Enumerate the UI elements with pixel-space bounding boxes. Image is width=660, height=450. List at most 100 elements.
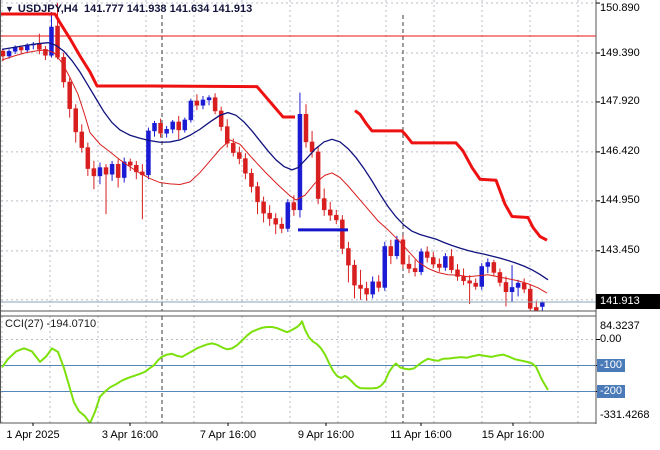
candle-bear [1,50,6,57]
candle-bear [491,262,497,273]
candle-bull [97,167,103,177]
candle-bear [473,282,478,287]
candle-bear [315,151,321,199]
candle-bear [352,264,357,286]
candle-bear [158,123,163,134]
ohlc-values: 141.777 141.938 141.634 141.913 [83,3,253,15]
candle-bull [485,262,491,267]
candle-bear [267,212,272,219]
candle-bear [291,202,297,211]
candle-bear [218,110,224,127]
candle-bear [412,268,418,273]
symbol-period-label: USDJPY,H4 [17,3,78,15]
candle-bear [467,280,472,284]
cci-line [1,320,549,423]
hilo-line [354,109,548,242]
candle-bull [188,100,194,121]
candle-bear [255,186,260,203]
candle-bear [534,307,539,311]
candle-bear [376,281,381,288]
candle-bear [243,158,248,174]
cci-axis-label: 0.00 [600,333,622,345]
candle-bear [321,198,327,211]
candle-bear [273,218,278,225]
candle-bear [406,263,412,269]
candle-bear [176,121,181,131]
candle-bear [455,269,460,277]
dropdown-arrow-icon: ▼ [5,4,14,14]
candle-bull [164,129,169,134]
cci-indicator-label: CCI(27) -194.0710 [5,318,97,330]
cci-panel [1,316,596,423]
candle-bear [364,288,369,295]
candle-bear [231,142,236,153]
price-axis-label: 146.420 [600,145,640,158]
candle-bear [400,239,406,265]
candle-bull [443,256,448,268]
candle-bull [479,266,484,287]
candle-bull [121,161,127,178]
candle-bull [152,123,157,132]
candle-bull [382,246,388,288]
candle-bear [224,126,230,144]
candle-bull [394,239,400,257]
candle-bear [115,163,121,178]
candle-bear [61,57,66,83]
candle-bull [200,99,206,106]
cci-axis-label: 84.3237 [600,320,640,332]
candle-bear [128,161,133,166]
candle-bear [437,263,442,268]
candle-bear [79,131,85,148]
candle-bull [418,251,424,273]
candle-bear [303,114,309,143]
candle-bull [370,281,375,295]
candle-bull [297,114,303,211]
candle-bear [55,25,60,58]
candle-bull [285,202,291,229]
candle-bear [237,152,242,159]
candle-bear [340,219,345,249]
symbol-title: ▼ USDJPY,H4 141.777 141.938 141.634 141.9… [5,3,252,15]
candle-bear [37,43,42,50]
time-axis-label: 1 Apr 2025 [6,429,60,441]
candle-bear [134,164,139,173]
price-axis-label: 150.890 [600,2,640,14]
cci-level-badge: -100 [597,358,626,372]
candle-bear [91,168,97,177]
current-price-label: 141.913 [596,294,660,310]
candle-bull [6,51,12,57]
ma-red-line [1,49,548,294]
candle-bear [279,223,285,229]
price-axis-label: 147.920 [600,95,640,108]
candle-bull [206,97,212,101]
candle-bear [334,214,339,221]
time-axis-label: 3 Apr 16:00 [101,429,159,441]
candle-bear [67,81,72,109]
candle-bull [146,130,151,176]
candle-bear [85,147,91,169]
candle-bear [261,201,266,214]
candle-bear [431,257,436,265]
candle-bull [509,287,515,293]
candle-bear [212,97,218,112]
candle-bear [327,209,333,216]
price-axis-label: 144.950 [600,194,640,207]
main-panel [1,0,596,311]
candle-bull [515,282,521,288]
candle-bear [249,172,254,187]
time-axis-label: 7 Apr 16:00 [199,429,257,441]
price-axis-label: 149.390 [600,46,640,59]
time-axis-label: 15 Apr 16:00 [481,429,545,441]
candle-bear [461,276,466,282]
candle-bear [73,108,78,133]
candle-bear [346,248,351,266]
candle-bull [540,301,545,307]
candle-bear [194,100,200,106]
hilo-line [1,12,295,119]
candle-bear [18,47,24,51]
candle-bear [424,251,430,258]
candle-bear [521,282,527,290]
candle-bear [449,256,454,271]
